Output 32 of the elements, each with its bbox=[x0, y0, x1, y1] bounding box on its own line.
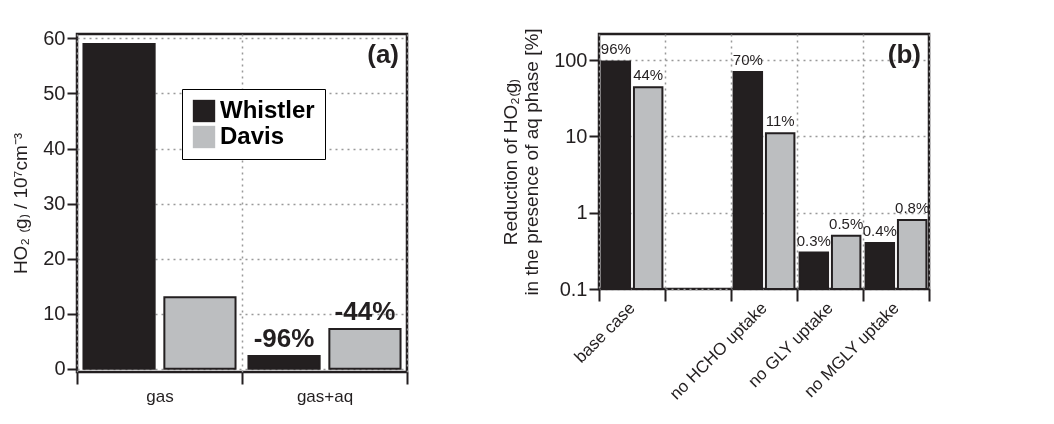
y-tick-label: 100 bbox=[554, 48, 588, 71]
data-label: 44% bbox=[633, 66, 664, 84]
data-label: 96% bbox=[600, 40, 631, 58]
x-tick-label: gas+aq bbox=[296, 386, 354, 406]
y-tick-label: 10 bbox=[43, 302, 66, 325]
annotation: -96% bbox=[253, 323, 315, 354]
data-label: 0.3% bbox=[796, 231, 831, 249]
y-tick-label: 50 bbox=[43, 81, 66, 104]
y-tick-label: 10 bbox=[565, 124, 588, 147]
data-label: 0.5% bbox=[829, 214, 864, 232]
annotation: -44% bbox=[334, 296, 396, 327]
y-axis-title: Reduction of HO₂₍g₎ in the presence of aq phase [%] bbox=[500, 28, 543, 296]
bar bbox=[82, 42, 156, 370]
y-tick-label: 0.1 bbox=[559, 277, 588, 300]
y-axis-title: HO₂ ₍g₎ / 10⁷cm⁻³ bbox=[10, 132, 32, 275]
data-label: 0.4% bbox=[862, 222, 897, 240]
bar bbox=[328, 328, 402, 370]
y-tick-label: 0 bbox=[54, 357, 66, 380]
y-tick-label: 60 bbox=[43, 26, 66, 49]
y-tick-label: 1 bbox=[576, 201, 588, 224]
bar bbox=[163, 296, 237, 370]
y-tick-label: 40 bbox=[43, 137, 66, 159]
bar bbox=[247, 355, 321, 370]
y-tick-label: 20 bbox=[43, 247, 66, 270]
x-tick-label: gas bbox=[146, 386, 174, 406]
data-label: 70% bbox=[732, 50, 763, 68]
legend-label: Davis bbox=[220, 122, 285, 149]
annotation: (a) bbox=[367, 39, 399, 69]
data-label: 11% bbox=[765, 112, 795, 130]
legend-label: Whistler bbox=[220, 96, 315, 123]
annotation: (b) bbox=[887, 39, 921, 69]
y-tick-label: 30 bbox=[43, 192, 66, 215]
